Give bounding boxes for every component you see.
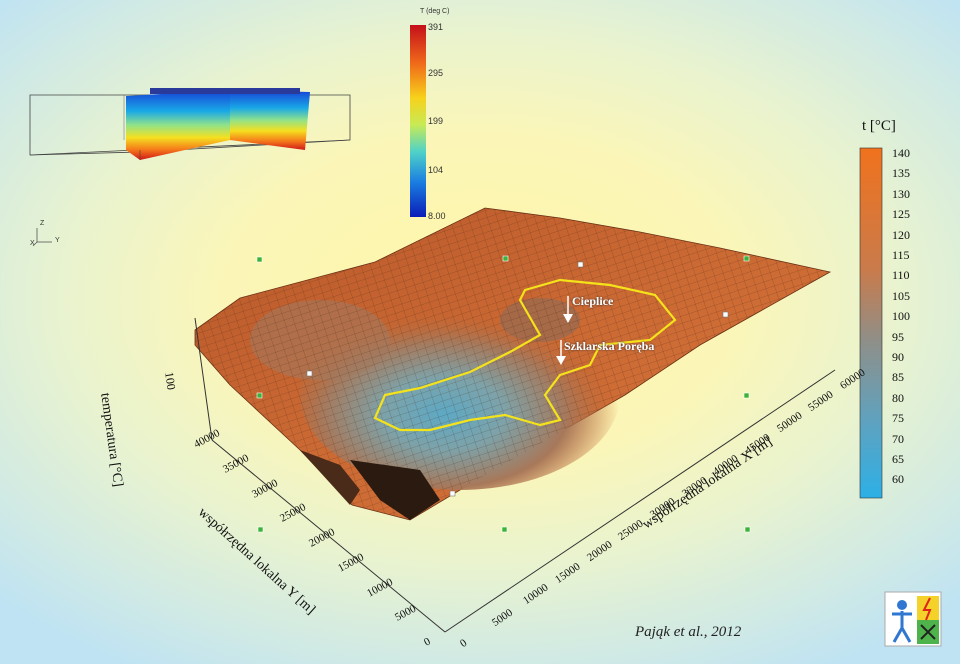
main-legend-title: t [°C] — [862, 118, 896, 134]
main-legend-tick: 75 — [892, 411, 904, 426]
small-colorbar — [410, 25, 426, 217]
triad-x-label: X — [30, 240, 35, 247]
main-legend-tick: 100 — [892, 309, 910, 324]
main-legend-tick: 70 — [892, 431, 904, 446]
main-legend-tick: 90 — [892, 350, 904, 364]
region-outline — [373, 278, 677, 432]
small-legend-tick: 8.00 — [428, 211, 446, 221]
triad-z-label: Z — [40, 220, 45, 227]
logo — [884, 591, 942, 647]
small-legend-title: T (deg C) — [420, 8, 450, 15]
main-legend-tick: 105 — [892, 288, 910, 303]
small-3d-model — [29, 88, 351, 160]
main-legend-tick: 65 — [892, 452, 904, 466]
main-colorbar — [859, 147, 883, 499]
szklarska-marker — [556, 340, 566, 365]
small-legend-tick: 199 — [428, 116, 444, 126]
triad-y-label: Y — [55, 237, 60, 244]
axis-triad — [32, 228, 52, 247]
main-legend-tick: 125 — [892, 207, 910, 222]
main-legend-tick: 120 — [892, 227, 910, 242]
main-legend-tick: 115 — [892, 248, 910, 262]
main-legend-tick: 60 — [892, 472, 904, 487]
axis-lines — [194, 317, 836, 633]
citation: Pająk et al., 2012 — [635, 624, 742, 640]
main-legend-tick: 80 — [892, 390, 904, 405]
z-axis-tick: 100 — [162, 371, 179, 391]
main-legend-tick: 130 — [892, 186, 910, 201]
main-legend-tick: 135 — [892, 166, 910, 181]
main-legend-tick: 85 — [892, 370, 904, 385]
main-legend-tick: 95 — [892, 329, 904, 344]
temperature-surface — [194, 207, 832, 521]
small-legend-tick: 295 — [428, 68, 444, 78]
small-legend-tick: 104 — [428, 165, 444, 175]
main-legend-tick: 110 — [892, 268, 910, 283]
szklarska-label: Szklarska Poręba — [564, 339, 655, 353]
small-legend-tick: 391 — [428, 22, 444, 32]
main-legend-tick: 140 — [892, 146, 910, 160]
cieplice-marker — [563, 296, 573, 323]
point-markers — [256, 255, 751, 533]
cieplice-label: Cieplice — [572, 294, 614, 308]
